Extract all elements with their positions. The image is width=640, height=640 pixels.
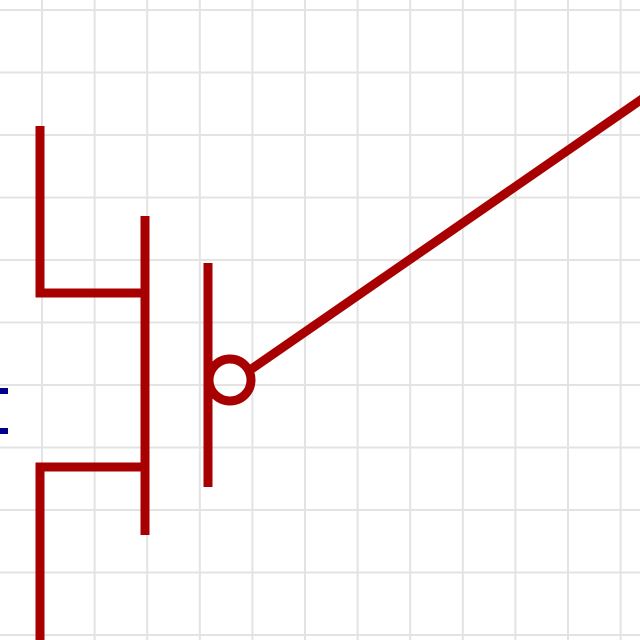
glyph-part [0,428,8,434]
label-fragment [0,388,8,434]
pmos-symbol [35,94,640,640]
gate-wire [247,94,640,374]
drain-lead [35,462,149,640]
glyph-part [0,388,8,394]
source-lead [35,126,149,298]
gate-bubble [204,354,256,406]
